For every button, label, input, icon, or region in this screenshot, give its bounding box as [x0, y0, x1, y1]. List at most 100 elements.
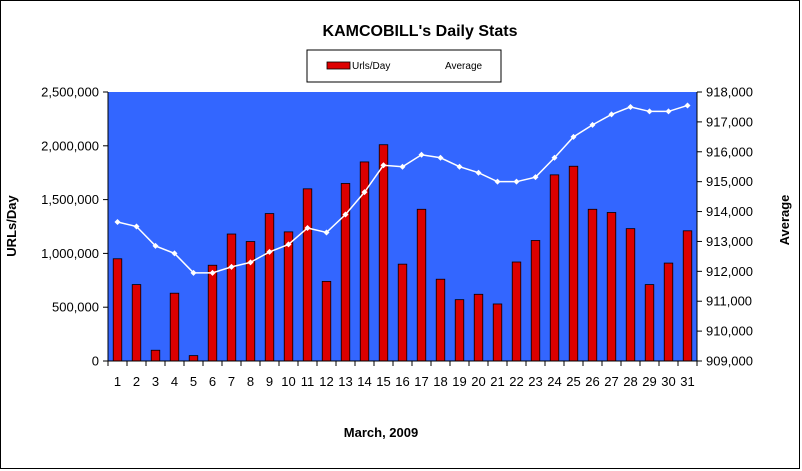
bar [188, 355, 199, 362]
y-tick-label: 2,500,000 [41, 85, 99, 100]
x-tick-label: 19 [452, 374, 466, 389]
y-tick-label: 2,000,000 [41, 138, 99, 153]
average-point [532, 174, 539, 181]
legend-label-average: Average [445, 61, 483, 72]
y2-tick-label: 918,000 [706, 85, 753, 100]
x-tick-label: 15 [376, 374, 390, 389]
x-tick-label: 26 [585, 374, 599, 389]
average-point [646, 108, 653, 115]
x-tick-label: 22 [509, 374, 523, 389]
legend: Urls/Day Average [306, 49, 502, 83]
y-tick-label: 1,500,000 [41, 192, 99, 207]
average-point [247, 259, 254, 266]
x-tick-label: 9 [266, 374, 273, 389]
y2-axis-label: Average [777, 195, 792, 246]
average-point [513, 178, 520, 185]
bar [302, 188, 313, 362]
average-point [494, 178, 501, 185]
bar [663, 262, 674, 362]
x-tick-label: 20 [471, 374, 485, 389]
y2-tick-label: 915,000 [706, 174, 753, 189]
x-axis-label: March, 2009 [344, 425, 418, 440]
legend-swatch-urls [326, 61, 351, 70]
x-tick-label: 23 [528, 374, 542, 389]
bar [283, 231, 294, 362]
bar [606, 212, 617, 362]
average-point [551, 154, 558, 161]
average-point [627, 103, 634, 110]
x-tick-label: 6 [209, 374, 216, 389]
y2-tick-label: 912,000 [706, 264, 753, 279]
average-point [399, 163, 406, 170]
bar [568, 165, 579, 362]
y2-tick-label: 910,000 [706, 324, 753, 339]
chart-title: KAMCOBILL's Daily Stats [323, 23, 518, 40]
average-point [456, 163, 463, 170]
bar [511, 261, 522, 362]
average-point [266, 248, 273, 255]
x-tick-label: 28 [623, 374, 637, 389]
y2-tick-label: 914,000 [706, 204, 753, 219]
y-axis-label: URLs/Day [4, 195, 19, 257]
legend-label-urls: Urls/Day [352, 61, 390, 72]
x-tick-label: 24 [547, 374, 561, 389]
x-tick-label: 14 [357, 374, 371, 389]
x-tick-label: 4 [171, 374, 178, 389]
x-tick-label: 7 [228, 374, 235, 389]
x-tick-label: 31 [680, 374, 694, 389]
average-point [570, 133, 577, 140]
x-tick-label: 17 [414, 374, 428, 389]
average-point [171, 250, 178, 257]
x-tick-label: 3 [152, 374, 159, 389]
x-tick-label: 27 [604, 374, 618, 389]
bar-series [112, 144, 693, 362]
average-point [285, 241, 292, 248]
average-series [114, 102, 691, 276]
bar [264, 213, 275, 362]
x-tick-label: 5 [190, 374, 197, 389]
bar [397, 263, 408, 362]
average-point [437, 154, 444, 161]
y2-tick-label: 913,000 [706, 234, 753, 249]
bar [131, 284, 142, 362]
x-tick-label: 1 [114, 374, 121, 389]
y-axis-ticks: 0 500,000 1,000,000 1,500,000 2,000,000 2,500… [41, 85, 108, 369]
average-point [665, 108, 672, 115]
x-axis-ticks: 1 2 3 4 5 6 7 8 9 10 11 12 13 14 15 16 17 18 19 20 21 22 23 24 2… [107, 361, 698, 389]
bar [321, 280, 332, 362]
x-tick-label: 25 [566, 374, 580, 389]
average-point [589, 121, 596, 128]
bar [169, 292, 180, 362]
average-point [114, 219, 121, 226]
average-point [304, 224, 311, 231]
bar [682, 230, 693, 362]
y2-tick-label: 916,000 [706, 144, 753, 159]
y-tick-label: 500,000 [52, 300, 99, 315]
average-point [684, 102, 691, 109]
bar [492, 303, 503, 362]
bar [454, 299, 465, 362]
average-point [133, 223, 140, 230]
x-tick-label: 12 [319, 374, 333, 389]
bar [416, 208, 427, 362]
bar [625, 228, 636, 362]
x-tick-label: 18 [433, 374, 447, 389]
average-point [190, 269, 197, 276]
average-point [228, 263, 235, 270]
x-tick-label: 11 [301, 374, 315, 389]
y-tick-label: 0 [92, 354, 99, 369]
bar [226, 233, 237, 362]
x-tick-label: 13 [338, 374, 352, 389]
x-tick-label: 2 [133, 374, 140, 389]
bar [473, 293, 484, 362]
x-tick-label: 29 [642, 374, 656, 389]
average-point [380, 162, 387, 169]
bar [207, 264, 218, 362]
y2-tick-label: 917,000 [706, 114, 753, 129]
bar [587, 208, 598, 362]
bar [435, 278, 446, 362]
x-tick-label: 8 [247, 374, 254, 389]
average-point [152, 242, 159, 249]
bar [378, 144, 389, 362]
